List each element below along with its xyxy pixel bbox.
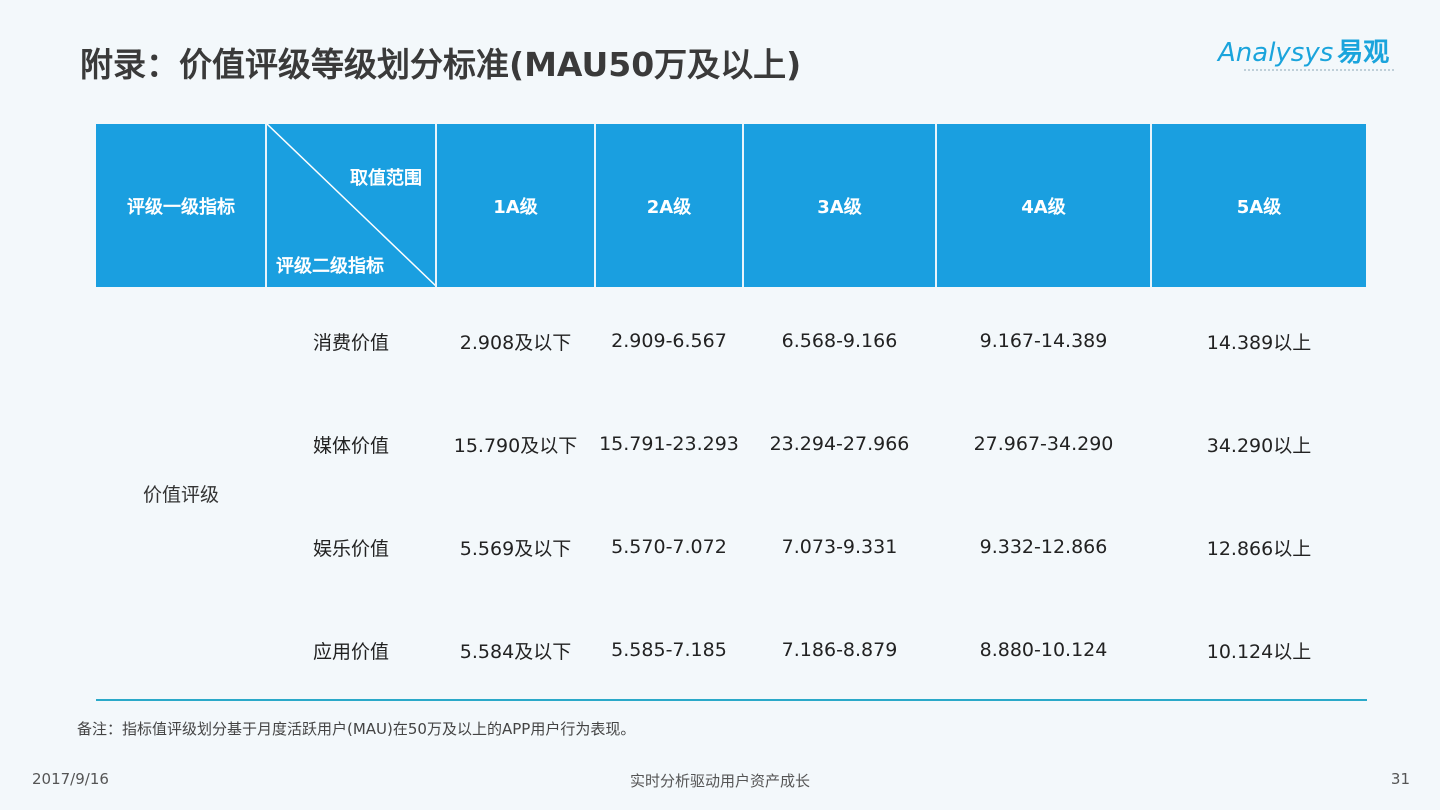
header-level-5a: 5A级 xyxy=(1236,196,1282,218)
header-divider xyxy=(1150,124,1152,287)
value-cell: 2.908及以下 xyxy=(459,331,572,354)
value-cell: 10.124以上 xyxy=(1206,640,1312,663)
table-row: 消费价值 2.908及以下 2.909-6.567 6.568-9.166 9.… xyxy=(0,321,1440,361)
footer-date: 2017/9/16 xyxy=(32,770,109,788)
table-row: 应用价值 5.584及以下 5.585-7.185 7.186-8.879 8.… xyxy=(0,630,1440,670)
value-cell: 5.569及以下 xyxy=(459,537,572,560)
value-cell: 5.570-7.072 xyxy=(611,536,727,558)
value-cell: 9.167-14.389 xyxy=(979,330,1108,352)
footnote: 备注：指标值评级划分基于月度活跃用户(MAU)在50万及以上的APP用户行为表现… xyxy=(77,720,636,738)
row-name: 消费价值 xyxy=(312,331,389,354)
value-cell: 15.791-23.293 xyxy=(599,433,739,455)
logo-tagline-decoration xyxy=(1244,69,1394,75)
logo-latin-text: Analysys xyxy=(1218,38,1334,68)
value-cell: 7.073-9.331 xyxy=(781,536,898,558)
row-name: 应用价值 xyxy=(312,640,389,663)
header-level-1a: 1A级 xyxy=(493,196,538,218)
table-row: 媒体价值 15.790及以下 15.791-23.293 23.294-27.9… xyxy=(0,424,1440,464)
value-cell: 27.967-34.290 xyxy=(973,433,1114,455)
value-cell: 7.186-8.879 xyxy=(781,639,898,661)
logo-cn-text: 易观 xyxy=(1337,38,1390,68)
value-cell: 15.790及以下 xyxy=(453,434,578,457)
header-divider xyxy=(435,124,437,287)
value-cell: 9.332-12.866 xyxy=(979,536,1108,558)
value-cell: 34.290以上 xyxy=(1206,434,1312,457)
value-cell: 8.880-10.124 xyxy=(979,639,1108,661)
value-cell: 23.294-27.966 xyxy=(769,433,910,455)
header-level-3a: 3A级 xyxy=(817,196,862,218)
value-cell: 5.584及以下 xyxy=(459,640,572,663)
footer-slogan: 实时分析驱动用户资产成长 xyxy=(629,772,810,790)
value-cell: 2.909-6.567 xyxy=(611,330,727,352)
header-secondary-indicator-label: 评级二级指标 xyxy=(276,256,384,277)
table-bottom-rule xyxy=(96,699,1367,701)
header-divider xyxy=(265,124,267,287)
value-cell: 6.568-9.166 xyxy=(781,330,898,352)
value-cell: 5.585-7.185 xyxy=(611,639,727,661)
header-divider xyxy=(935,124,937,287)
header-level-2a: 2A级 xyxy=(646,196,692,218)
value-cell: 12.866以上 xyxy=(1206,537,1312,560)
row-name: 媒体价值 xyxy=(312,434,389,457)
header-divider xyxy=(594,124,596,287)
table-header: 评级一级指标 取值范围 评级二级指标 1A级 2A级 3A级 4A级 5A级 xyxy=(96,124,1366,287)
page-number: 31 xyxy=(1390,770,1410,788)
row-name: 娱乐价值 xyxy=(312,537,389,560)
header-diagonal-line xyxy=(267,124,437,287)
header-value-range-label: 取值范围 xyxy=(350,168,422,189)
table-row: 娱乐价值 5.569及以下 5.570-7.072 7.073-9.331 9.… xyxy=(0,527,1440,567)
header-level-4a: 4A级 xyxy=(1021,196,1066,218)
analysys-logo: Analysys 易观 xyxy=(1218,32,1403,82)
header-divider xyxy=(742,124,744,287)
header-primary-indicator: 评级一级指标 xyxy=(127,196,235,218)
category-value-rating: 价值评级 xyxy=(142,484,219,506)
page-title: 附录：价值评级等级划分标准(MAU50万及以上) xyxy=(80,45,802,84)
value-cell: 14.389以上 xyxy=(1206,331,1312,354)
